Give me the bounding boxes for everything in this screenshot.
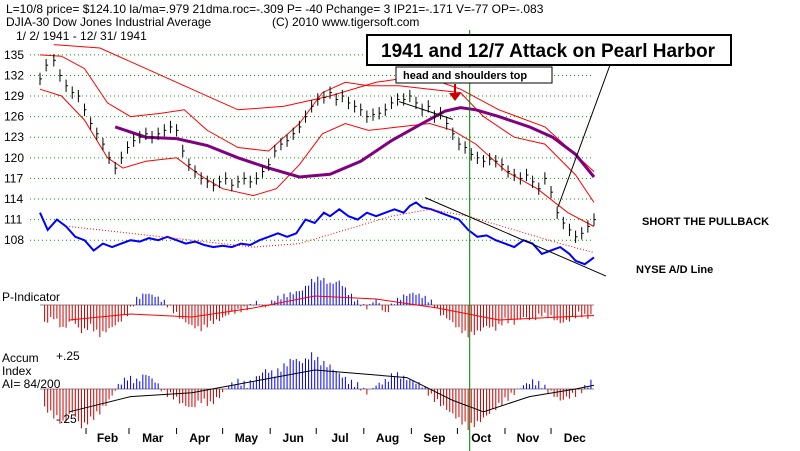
- accum-minus-label: -.25: [56, 412, 77, 426]
- accum-label-2: Index: [2, 364, 31, 378]
- ad-line: [39, 201, 595, 266]
- moving-average: [114, 106, 596, 179]
- ma-line: [114, 106, 596, 179]
- upper-band: [39, 54, 595, 203]
- month-label-Apr: Apr: [189, 431, 210, 445]
- trend-lines: [398, 101, 607, 277]
- ad-line-series: [39, 201, 595, 266]
- y-tick-123: 123: [4, 130, 24, 144]
- accum-index-ma: [69, 369, 595, 413]
- y-tick-117: 117: [4, 171, 23, 185]
- annotation-pattern: head and shoulders top: [403, 70, 527, 82]
- price-bars: [39, 54, 596, 243]
- pattern-arrow: [449, 84, 461, 101]
- y-tick-120: 120: [4, 151, 24, 165]
- y-tick-135: 135: [4, 48, 24, 62]
- month-label-Aug: Aug: [376, 431, 399, 445]
- p-indicator-label: P-Indicator: [2, 290, 60, 304]
- month-label-Mar: Mar: [142, 431, 164, 445]
- annotation-title: 1941 and 12/7 Attack on Pearl Harbor: [381, 41, 716, 62]
- month-label-Dec: Dec: [564, 431, 586, 445]
- lower-band: [39, 88, 595, 227]
- neckline: [398, 101, 453, 120]
- y-tick-108: 108: [4, 233, 24, 247]
- month-label-Nov: Nov: [517, 431, 540, 445]
- accum-plus-label: +.25: [56, 349, 80, 363]
- header-copyright: (C) 2010 www.tigersoft.com: [272, 15, 419, 29]
- p-indicator-ma: [69, 295, 595, 321]
- y-tick-111: 111: [4, 213, 23, 227]
- header-date-range: 1/ 2/ 1941 - 12/ 31/ 1941: [16, 29, 147, 43]
- title-box: [366, 34, 732, 66]
- title-pointer-line: [557, 64, 611, 208]
- month-label-May: May: [235, 431, 259, 445]
- month-label-Jun: Jun: [283, 431, 304, 445]
- p-indicator-histogram: [40, 276, 595, 338]
- annotation-ad-line: NYSE A/D Line: [636, 264, 713, 276]
- accum-label-1: Accum: [2, 351, 39, 365]
- y-tick-129: 129: [4, 89, 24, 103]
- header-symbol: DJIA-30 Dow Jones Industrial Average: [6, 15, 212, 29]
- pattern-box: [395, 66, 553, 84]
- y-tick-114: 114: [4, 192, 23, 206]
- month-label-Oct: Oct: [471, 431, 491, 445]
- header-stats-line: L=10/8 price= $124.10 la/ma=.979 21dma.r…: [6, 2, 544, 16]
- month-label-Sep: Sep: [423, 431, 445, 445]
- ad-trend-line: [424, 197, 607, 277]
- accum-index-histogram: [40, 352, 595, 431]
- y-tick-labels: 135 132 129 126 123 120 117 114 111 108: [4, 48, 24, 247]
- accum-label-3: AI= 84/200: [2, 377, 61, 391]
- y-tick-126: 126: [4, 110, 24, 124]
- annotation-short: SHORT THE PULLBACK: [642, 216, 769, 228]
- y-tick-132: 132: [4, 68, 24, 82]
- month-labels: Feb Mar Apr May Jun Jul Aug Sep Oct Nov Dec: [85, 428, 586, 445]
- ad-ma-series: [69, 208, 595, 254]
- month-label-Jul: Jul: [331, 431, 348, 445]
- bollinger-bands: [39, 54, 595, 227]
- month-label-Feb: Feb: [97, 431, 118, 445]
